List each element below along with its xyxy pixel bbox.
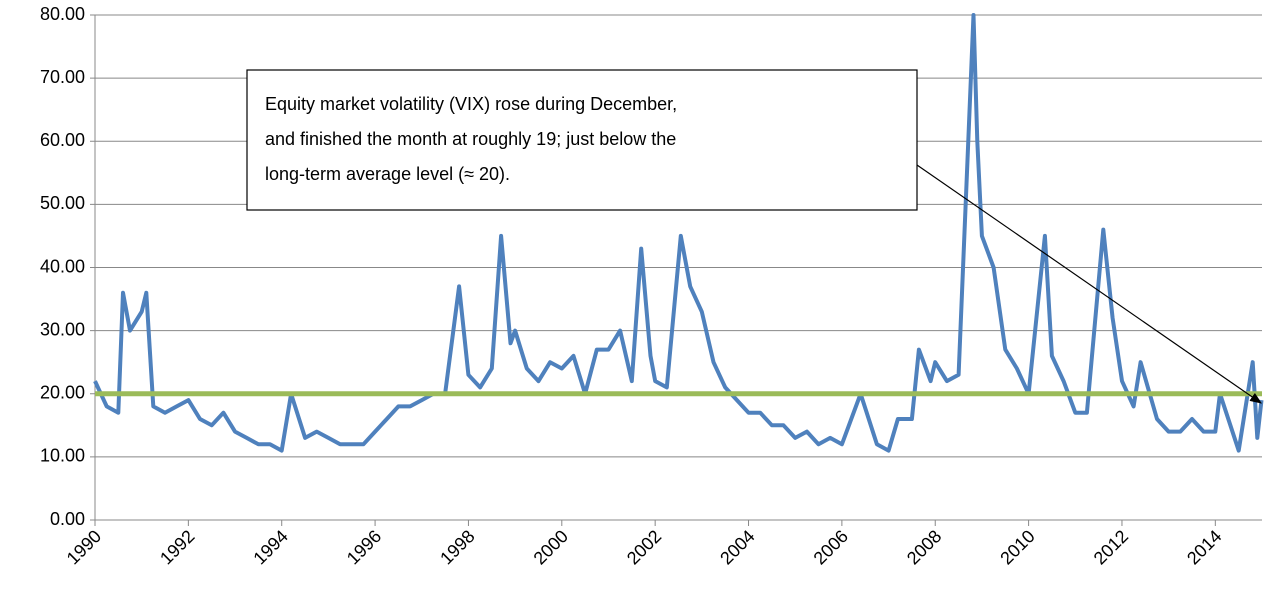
marks [93, 13, 1264, 453]
y-tick-label: 30.00 [40, 319, 85, 339]
x-tick-label: 1992 [156, 526, 198, 568]
annotation-line: and finished the month at roughly 19; ju… [265, 129, 676, 149]
y-tick-label: 0.00 [50, 509, 85, 529]
y-tick-label: 80.00 [40, 4, 85, 24]
x-tick-label: 1994 [249, 526, 291, 568]
x-tick-label: 1996 [343, 526, 385, 568]
y-tick-label: 50.00 [40, 193, 85, 213]
y-tick-label: 20.00 [40, 383, 85, 403]
y-tick-label: 60.00 [40, 130, 85, 150]
x-tick-label: 1998 [436, 526, 478, 568]
y-tick-label: 70.00 [40, 67, 85, 87]
x-tick-label: 2002 [623, 526, 665, 568]
annotation-line: long-term average level (≈ 20). [265, 164, 510, 184]
x-tick-label: 1990 [63, 526, 105, 568]
y-tick-label: 40.00 [40, 256, 85, 276]
x-tick-label: 2006 [810, 526, 852, 568]
x-tick-label: 2000 [530, 526, 572, 568]
annotation-line: Equity market volatility (VIX) rose duri… [265, 94, 677, 114]
annotation-box [246, 69, 918, 211]
x-tick-label: 2010 [996, 526, 1038, 568]
x-tick-label: 2014 [1183, 526, 1225, 568]
x-tick-label: 2004 [716, 526, 758, 568]
x-tick-label: 2012 [1090, 526, 1132, 568]
y-tick-label: 10.00 [40, 446, 85, 466]
x-tick-label: 2008 [903, 526, 945, 568]
annotation-arrow [916, 164, 1262, 404]
